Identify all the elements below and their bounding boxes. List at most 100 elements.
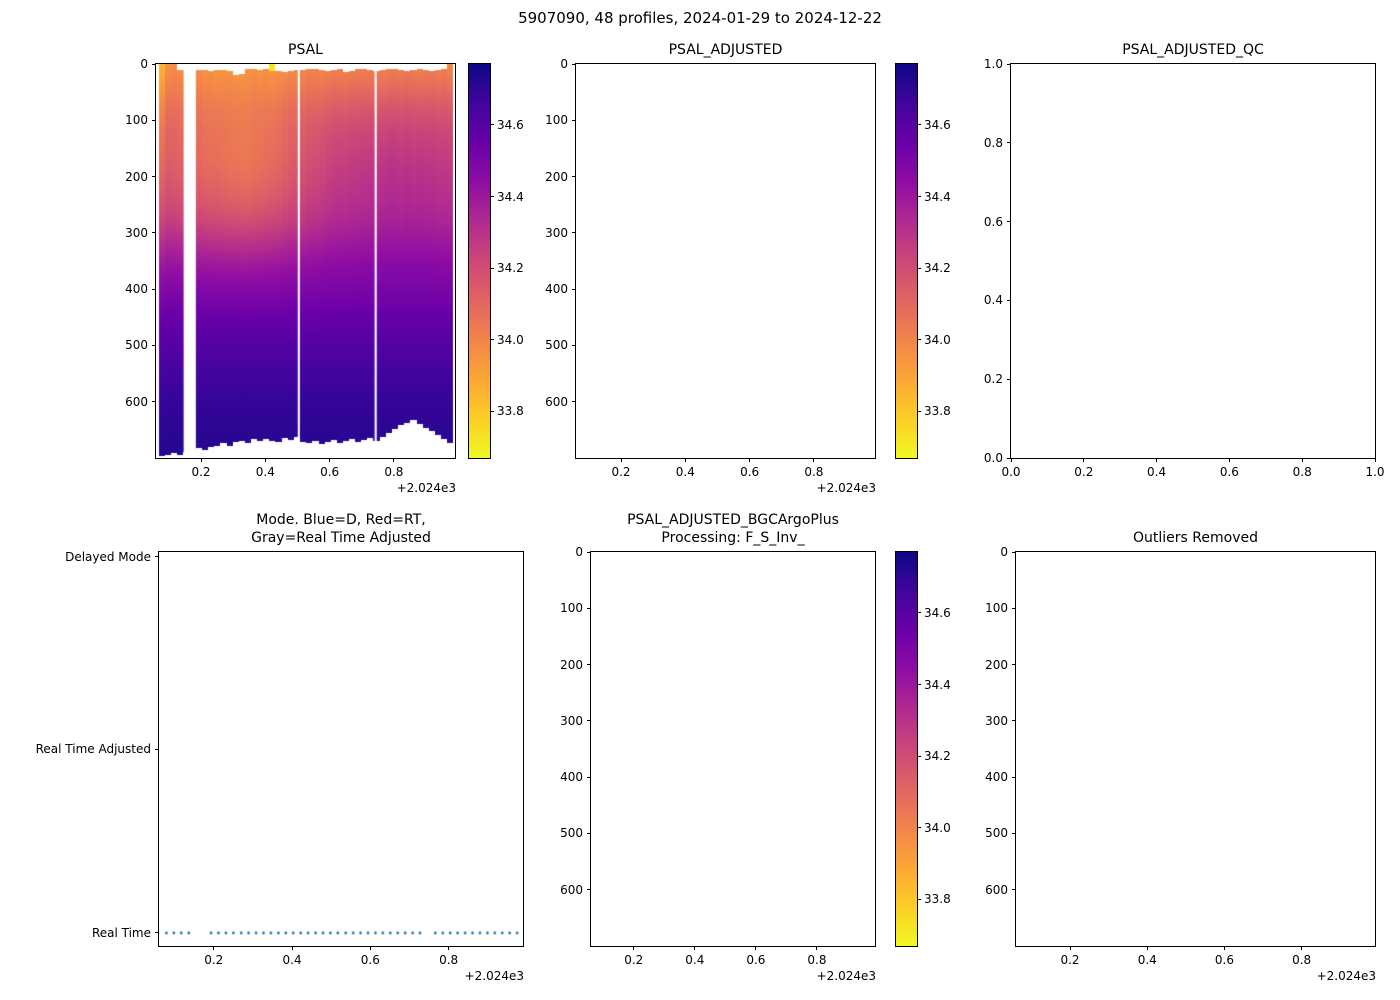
y-tick-mark	[1007, 63, 1011, 65]
y-tick-label: 500	[985, 826, 1008, 841]
y-tick-label: 500	[125, 338, 148, 353]
x-tick-label: 0.8	[1292, 953, 1312, 967]
x-tick-mark	[1374, 458, 1376, 462]
colorbar-tick-mark	[917, 827, 921, 829]
axes-psal-adjusted-bgcargoplus: PSAL_ADJUSTED_BGCArgoPlus Processing: F_…	[560, 512, 876, 983]
y-tick-label: 0	[575, 545, 583, 559]
x-tick-label: 0.8	[804, 465, 824, 479]
y-tick-label: 400	[545, 282, 568, 297]
y-tick-mark	[1012, 664, 1016, 666]
y-tick-mark	[587, 720, 591, 722]
y-tick-label: 0	[1000, 545, 1008, 559]
y-tick-mark	[155, 932, 159, 934]
x-tick-label: 0.2	[1060, 953, 1080, 967]
x-tick-label: 0.4	[255, 465, 275, 479]
colorbar-tick-mark	[917, 684, 921, 686]
colorbar-tick-mark	[917, 755, 921, 757]
y-tick-label: 400	[125, 282, 148, 297]
x-tick-mark	[684, 458, 686, 462]
x-tick-mark	[264, 458, 266, 462]
x-tick-label: 0.4	[685, 953, 705, 967]
y-tick-label: 100	[545, 113, 568, 128]
y-tick-mark	[1012, 832, 1016, 834]
y-tick-mark	[572, 176, 576, 178]
x-tick-label: 0.2	[1074, 465, 1094, 479]
colorbar-tick-mark	[490, 124, 494, 126]
colorbar-tick-mark	[917, 124, 921, 126]
x-tick-label: 0.4	[675, 465, 695, 479]
axes-bgc-title-line-2: Processing: F_S_Inv_	[661, 529, 805, 546]
y-tick-mark	[587, 832, 591, 834]
y-tick-mark	[587, 607, 591, 609]
y-tick-label: 100	[560, 601, 583, 616]
axes-bgc-title: PSAL_ADJUSTED_BGCArgoPlus Processing: F_…	[591, 511, 875, 547]
colorbar-tick-label: 34.4	[924, 677, 951, 692]
y-tick-mark	[587, 551, 591, 553]
y-tick-mark	[152, 288, 156, 290]
x-tick-mark	[369, 946, 371, 950]
x-tick-label: 0.2	[204, 953, 224, 967]
colorbar-tick-mark	[917, 339, 921, 341]
y-tick-mark	[152, 344, 156, 346]
axes-mode-title-line-1: Mode. Blue=D, Red=RT,	[256, 511, 426, 528]
y-tick-mark	[587, 776, 591, 778]
axes-mode-title-line-2: Gray=Real Time Adjusted	[251, 529, 431, 546]
x-axis-offset-label: +2.024e3	[816, 481, 876, 495]
x-tick-mark	[755, 946, 757, 950]
colorbar-tick-label: 34.6	[497, 117, 524, 132]
colorbar-tick-mark	[917, 898, 921, 900]
colorbar-tick-label: 34.6	[924, 117, 951, 132]
figure-title: 5907090, 48 profiles, 2024-01-29 to 2024…	[518, 9, 882, 27]
y-tick-mark	[152, 63, 156, 65]
axes-outliers-removed: Outliers Removed 0.2 0.4 0.6 0.8 +2.024e3 0 10…	[985, 530, 1376, 983]
colorbar-tick-mark	[490, 196, 494, 198]
colorbar-tick-label: 34.0	[924, 820, 951, 835]
x-axis-offset-label: +2.024e3	[816, 969, 876, 983]
x-tick-mark	[213, 946, 215, 950]
mode-dotted-line	[159, 552, 523, 946]
x-tick-mark	[1069, 946, 1071, 950]
x-tick-label: 0.6	[740, 465, 760, 479]
x-tick-mark	[694, 946, 696, 950]
y-tick-label: 100	[985, 601, 1008, 616]
y-tick-label: 500	[560, 826, 583, 841]
axes-outliers-removed-title: Outliers Removed	[1133, 529, 1258, 546]
x-axis-offset-label: +2.024e3	[1316, 969, 1376, 983]
y-tick-mark	[1012, 889, 1016, 891]
y-tick-mark	[572, 288, 576, 290]
x-axis-offset-label: +2.024e3	[396, 481, 456, 495]
y-tick-label: 600	[560, 882, 583, 897]
y-tick-mark	[155, 556, 159, 558]
colorbar-tick-mark	[490, 410, 494, 412]
x-tick-mark	[1301, 458, 1303, 462]
psal-adjusted-colorbar: 34.6 34.4 34.2 34.0 33.8	[895, 63, 951, 459]
colorbar-tick-label: 34.4	[497, 189, 524, 204]
y-tick-mark	[152, 232, 156, 234]
y-tick-mark	[1007, 221, 1011, 223]
y-tick-label: 0.6	[983, 214, 1003, 229]
x-tick-label: 0.8	[807, 953, 827, 967]
x-tick-label: 0.6	[1219, 465, 1239, 479]
x-tick-label: 0.6	[320, 465, 340, 479]
colorbar-tick-mark	[917, 612, 921, 614]
y-tick-mark	[1012, 607, 1016, 609]
y-tick-mark	[572, 63, 576, 65]
x-tick-mark	[1223, 946, 1225, 950]
x-tick-label: 0.4	[1137, 953, 1157, 967]
x-tick-label: 0.4	[1147, 465, 1167, 479]
colorbar-tick-mark	[490, 267, 494, 269]
colorbar-tick-label: 33.8	[497, 404, 524, 419]
x-tick-label: 1.0	[1365, 465, 1385, 479]
x-tick-label: 0.6	[1214, 953, 1234, 967]
y-tick-label: 500	[545, 338, 568, 353]
y-tick-mark	[572, 344, 576, 346]
y-tick-label: 400	[560, 770, 583, 785]
y-tick-label: Real Time Adjusted	[35, 742, 151, 756]
axes-bgc-title-line-1: PSAL_ADJUSTED_BGCArgoPlus	[627, 511, 839, 528]
y-tick-label: 200	[560, 657, 583, 672]
axes-psal-title: PSAL	[288, 41, 323, 58]
y-tick-label: 400	[985, 770, 1008, 785]
x-tick-mark	[1228, 458, 1230, 462]
colorbar-tick-label: 34.2	[497, 261, 524, 276]
y-tick-mark	[587, 664, 591, 666]
